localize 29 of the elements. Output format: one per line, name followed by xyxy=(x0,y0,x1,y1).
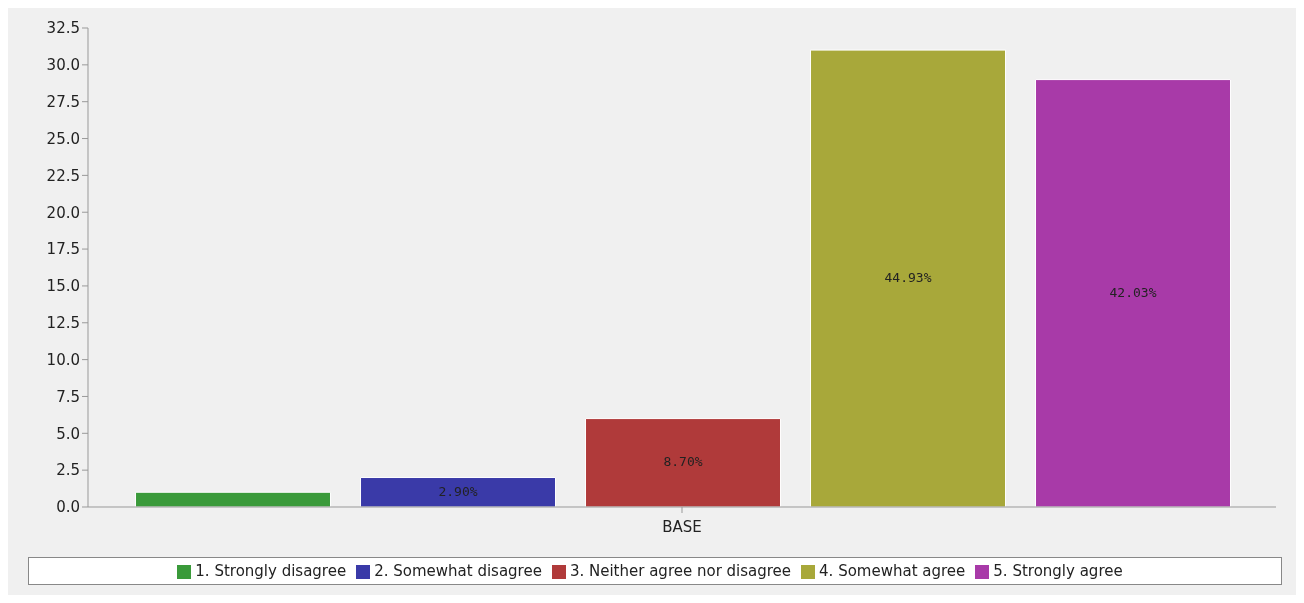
annotation: 44.93% xyxy=(884,270,932,286)
legend-label: 4. Somewhat agree xyxy=(819,562,966,580)
y-tick-label: 15.0 xyxy=(46,277,80,296)
bar xyxy=(585,418,782,507)
y-tick-label: 32.5 xyxy=(46,19,80,38)
y-tick-label: 22.5 xyxy=(46,166,80,185)
annotation: 8.70% xyxy=(663,454,703,470)
bar xyxy=(135,491,332,507)
y-tick-label: 30.0 xyxy=(46,56,80,75)
bar xyxy=(360,477,557,507)
y-tick-label: 27.5 xyxy=(46,93,80,112)
y-tick-label: 5.0 xyxy=(56,424,80,443)
x-axis-title: BASE xyxy=(662,517,702,536)
legend-label: 1. Strongly disagree xyxy=(195,562,347,580)
annotation: 42.03% xyxy=(1109,284,1157,300)
annotation: 2.90% xyxy=(438,483,478,499)
y-tick-label: 25.0 xyxy=(46,129,80,148)
bar xyxy=(810,49,1007,507)
legend-label: 5. Strongly agree xyxy=(993,562,1123,580)
y-tick-label: 17.5 xyxy=(46,240,80,259)
y-tick-label: 2.5 xyxy=(56,461,80,480)
y-tick-label: 0.0 xyxy=(56,498,80,517)
y-tick-label: 10.0 xyxy=(46,350,80,369)
legend-label: 3. Neither agree nor disagree xyxy=(569,562,792,580)
bar xyxy=(1035,79,1232,507)
legend-label: 2. Somewhat disagree xyxy=(374,562,542,580)
y-tick-label: 12.5 xyxy=(46,314,80,333)
y-tick-label: 7.5 xyxy=(56,387,80,406)
y-tick-label: 20.0 xyxy=(46,203,80,222)
